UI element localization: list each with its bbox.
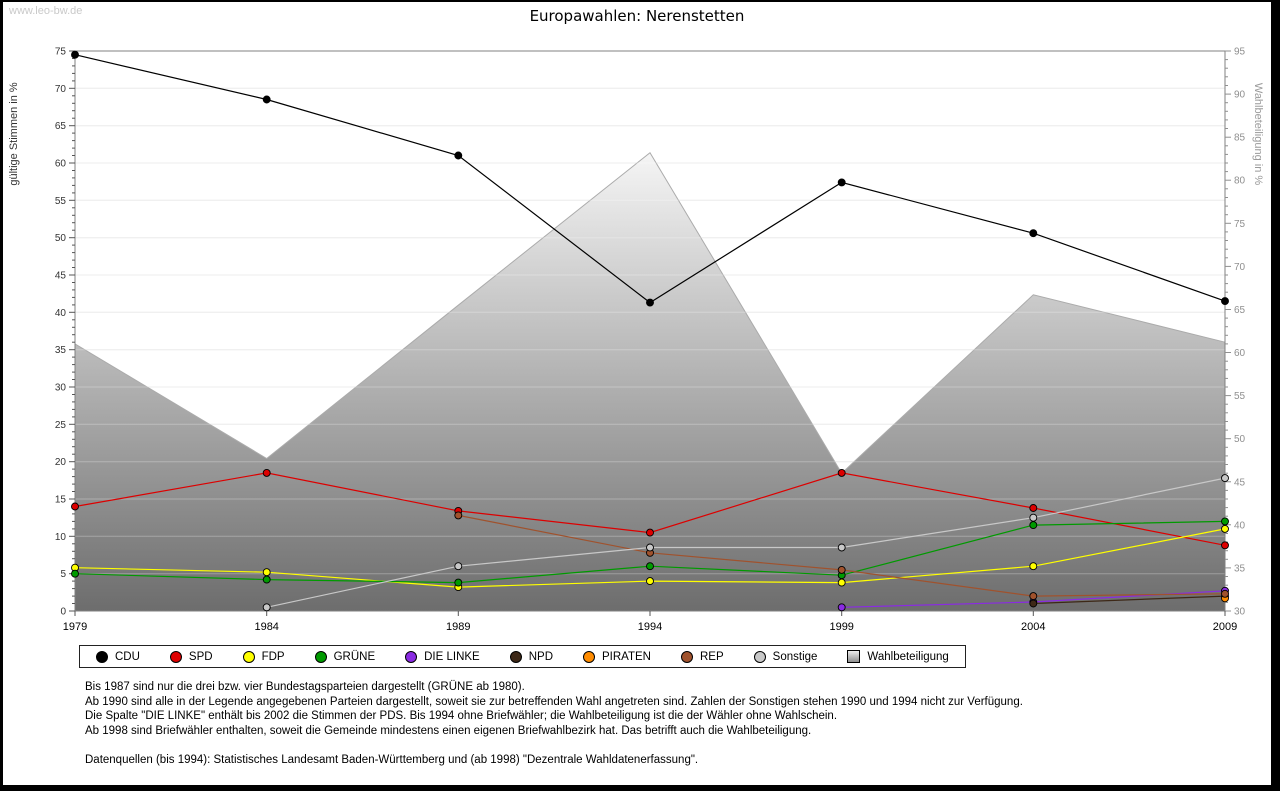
svg-text:10: 10 <box>55 532 67 543</box>
series-fdp <box>71 524 1229 592</box>
legend-label: SPD <box>188 650 213 663</box>
svg-text:20: 20 <box>55 457 67 468</box>
svg-text:2009: 2009 <box>1213 621 1237 631</box>
svg-text:30: 30 <box>55 383 67 394</box>
legend-item-sonstige: Sonstige <box>753 650 818 663</box>
legend-item-cdu: CDU <box>96 650 140 663</box>
legend-item-rep: REP <box>681 650 724 663</box>
legend-label: PIRATEN <box>602 650 651 663</box>
svg-text:85: 85 <box>1234 133 1246 144</box>
datasource-line: Datenquellen (bis 1994): Statistisches L… <box>85 754 699 767</box>
legend-label: FDP <box>261 650 285 663</box>
svg-text:55: 55 <box>55 196 67 207</box>
svg-text:35: 35 <box>55 345 67 356</box>
svg-text:50: 50 <box>1234 434 1246 445</box>
svg-text:95: 95 <box>1234 47 1246 58</box>
election-results-line-chart: 0 5 10 15 20 25 30 35 40 45 50 55 60 65 70 75 gültige St… <box>8 47 1264 632</box>
svg-text:1994: 1994 <box>638 621 662 631</box>
legend-item-wahlbeteiligung: Wahlbeteiligung <box>847 650 949 663</box>
cdu-marker-icon <box>96 650 108 663</box>
svg-text:90: 90 <box>1234 90 1246 101</box>
chart-footnotes: Bis 1987 sind nur die drei bzw. vier Bun… <box>85 680 1271 768</box>
svg-text:65: 65 <box>1234 305 1246 316</box>
legend-label: DIE LINKE <box>424 650 480 663</box>
die-linke-marker-icon <box>405 650 418 663</box>
note-line: Die Spalte "DIE LINKE" enthält bis 2002 … <box>85 710 838 723</box>
series-sonstige <box>262 474 1229 612</box>
svg-text:1979: 1979 <box>63 621 87 631</box>
svg-text:15: 15 <box>55 495 67 506</box>
left-axis: 0 5 10 15 20 25 30 35 40 45 50 55 60 65 70 75 gültige St… <box>8 47 75 618</box>
svg-text:40: 40 <box>1234 520 1246 531</box>
page-title: Europawahlen: Nerenstetten <box>529 7 745 25</box>
legend-label: NPD <box>528 650 553 663</box>
note-line: Ab 1990 sind alle in der Legende angegeb… <box>85 695 1023 708</box>
svg-text:35: 35 <box>1234 563 1246 574</box>
fdp-marker-icon <box>242 650 255 663</box>
svg-text:70: 70 <box>1234 262 1246 273</box>
svg-text:60: 60 <box>55 159 67 170</box>
sonstige-marker-icon <box>753 650 766 663</box>
wahlbeteiligung-marker-icon <box>847 650 861 663</box>
legend-label: Sonstige <box>772 650 818 663</box>
gr-ne-marker-icon <box>314 650 327 663</box>
svg-text:55: 55 <box>1234 391 1246 402</box>
spd-marker-icon <box>169 650 182 663</box>
svg-text:45: 45 <box>1234 477 1246 488</box>
turnout-area <box>75 152 1225 611</box>
svg-text:1989: 1989 <box>446 621 470 631</box>
series-cdu <box>71 50 1229 307</box>
legend-item-gr-ne: GRÜNE <box>314 650 376 663</box>
svg-text:30: 30 <box>1234 607 1246 618</box>
svg-text:gültige Stimmen in %: gültige Stimmen in % <box>8 82 20 186</box>
series-gr-ne <box>71 517 1229 587</box>
legend-item-piraten: PIRATEN <box>583 650 651 663</box>
site-watermark: www.leo-bw.de <box>9 5 83 17</box>
svg-text:25: 25 <box>55 420 67 431</box>
svg-text:1984: 1984 <box>254 621 278 631</box>
note-line: Bis 1987 sind nur die drei bzw. vier Bun… <box>85 681 525 693</box>
note-line: Ab 1998 sind Briefwähler enthalten, sowe… <box>85 724 812 737</box>
svg-text:2004: 2004 <box>1021 621 1045 631</box>
turnout-area-edge <box>74 151 1226 474</box>
legend-label: CDU <box>115 650 140 663</box>
svg-text:45: 45 <box>55 271 67 282</box>
x-axis: 1979 1984 1989 1994 1999 2004 2009 <box>63 611 1237 631</box>
piraten-marker-icon <box>583 650 595 663</box>
legend-label: REP <box>700 650 724 663</box>
npd-marker-icon <box>509 650 522 663</box>
svg-text:1999: 1999 <box>829 621 853 631</box>
series-spd <box>71 468 1229 550</box>
svg-text:Wahlbeteiligung in %: Wahlbeteiligung in % <box>1252 83 1264 186</box>
svg-text:75: 75 <box>55 47 67 58</box>
series-rep <box>454 511 1229 601</box>
svg-text:65: 65 <box>55 121 67 132</box>
svg-text:60: 60 <box>1234 348 1246 359</box>
svg-text:0: 0 <box>60 607 66 618</box>
legend-item-npd: NPD <box>509 650 553 663</box>
legend-item-fdp: FDP <box>242 650 285 663</box>
svg-text:5: 5 <box>60 569 66 580</box>
legend-item-spd: SPD <box>169 650 213 663</box>
rep-marker-icon <box>681 650 693 663</box>
svg-text:80: 80 <box>1234 176 1246 187</box>
legend-label: GRÜNE <box>333 650 376 663</box>
right-axis: 30 35 40 45 50 55 60 65 70 75 80 85 90 95 Wahlbeteilig… <box>1225 47 1264 618</box>
svg-text:50: 50 <box>55 233 67 244</box>
legend-item-die-linke: DIE LINKE <box>405 650 480 663</box>
svg-text:70: 70 <box>55 84 67 95</box>
legend-label: Wahlbeteiligung <box>867 650 949 663</box>
svg-text:75: 75 <box>1234 219 1246 230</box>
chart-legend: CDU SPD FDP GRÜNE DIE LINKE NPD PIRATEN REP Sons… <box>79 645 966 668</box>
svg-text:40: 40 <box>55 308 67 319</box>
